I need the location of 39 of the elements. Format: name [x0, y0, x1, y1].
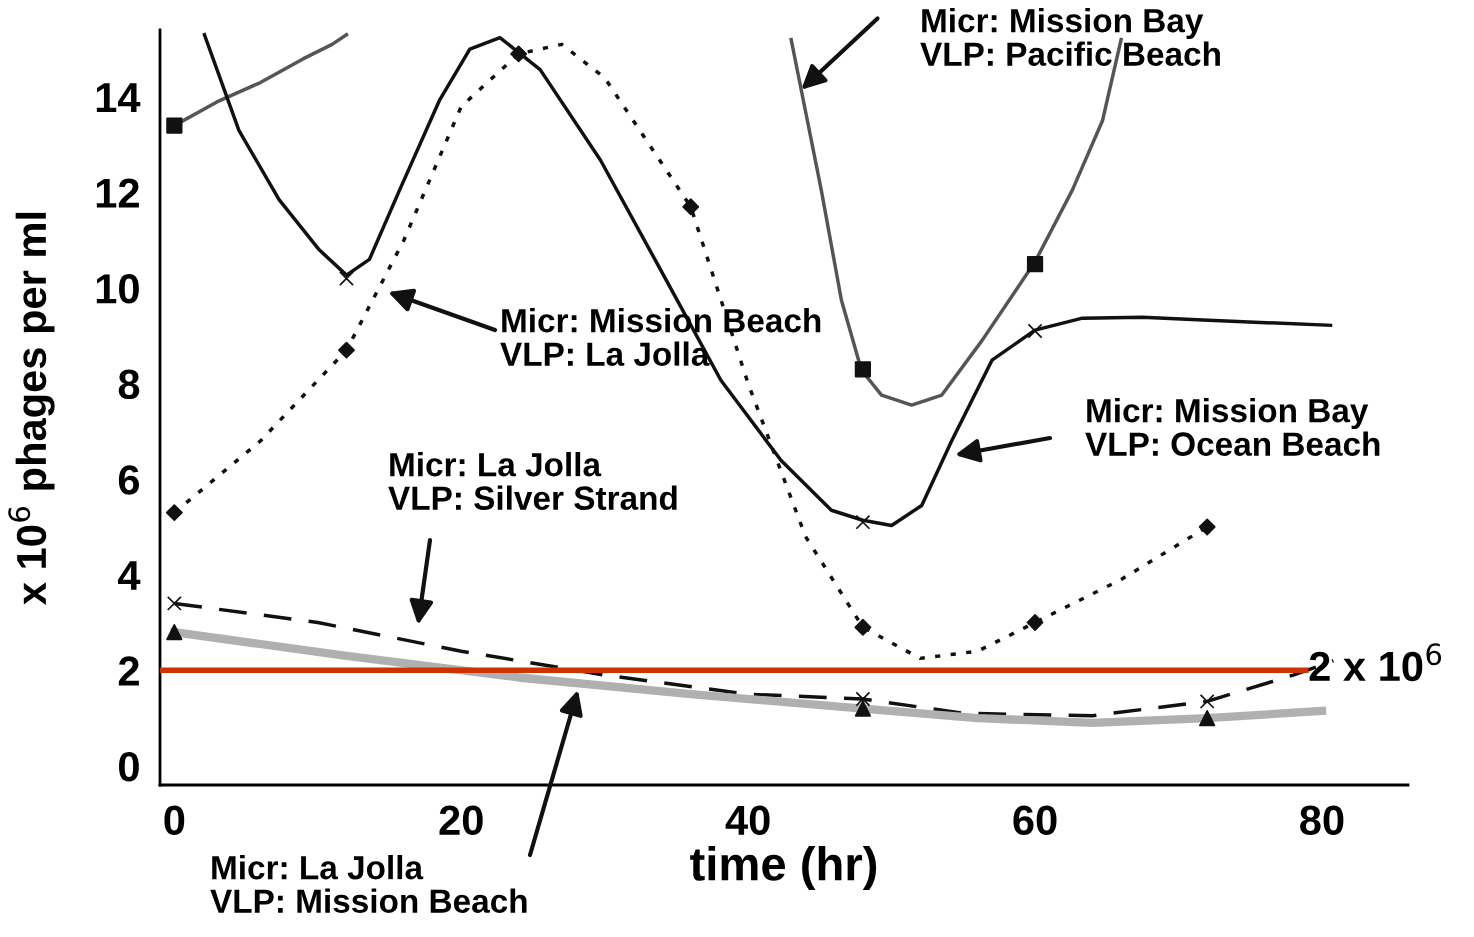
- y-tick-label: 8: [118, 369, 140, 400]
- point: [165, 504, 183, 522]
- point: [166, 595, 182, 611]
- point: [854, 618, 872, 636]
- x-tick-label: 0: [164, 805, 185, 836]
- point: [1198, 518, 1216, 536]
- annotation: Micr: Mission Bay VLP: Pacific Beach: [920, 8, 1220, 66]
- point: [339, 271, 354, 286]
- x-tick-label: 40: [725, 805, 770, 836]
- point: [854, 361, 872, 378]
- y-axis-title: x 10$^{6}$ phages per ml: [8, 212, 55, 605]
- annotation: Micr: Mission Bay VLP: Ocean Beach: [1085, 398, 1380, 456]
- y-tick-label: 10: [96, 274, 139, 304]
- text: Micr: La Jolla VLP: Mission Beach: [210, 855, 527, 913]
- y-tick-label: 4: [118, 561, 141, 590]
- point: [166, 623, 183, 641]
- point: [1199, 709, 1216, 727]
- point: [855, 514, 871, 530]
- y-tick-label: 14: [96, 83, 141, 112]
- annotation: Micr: La Jolla VLP: Silver Strand: [388, 452, 677, 510]
- point: [1026, 256, 1044, 273]
- point: [166, 117, 183, 134]
- point: [854, 700, 872, 717]
- x-tick-label: 20: [439, 805, 483, 836]
- point: [1199, 693, 1215, 709]
- y-tick-label: 0: [119, 751, 139, 782]
- point: [1026, 614, 1044, 631]
- point: [510, 45, 528, 63]
- y-tick-label: 2: [118, 656, 139, 686]
- x-tick-label: 80: [1300, 805, 1344, 836]
- y-tick-label: 12: [96, 178, 139, 208]
- y-tick-label: 6: [118, 465, 140, 495]
- point: [338, 341, 355, 359]
- x-tick-label: 60: [1013, 805, 1057, 836]
- x-axis-title: time (hr): [690, 846, 877, 891]
- point: [855, 691, 871, 707]
- point: [1027, 323, 1043, 339]
- ref-line-label: 2 x 10$^{6}$: [1309, 643, 1442, 682]
- point: [682, 198, 700, 216]
